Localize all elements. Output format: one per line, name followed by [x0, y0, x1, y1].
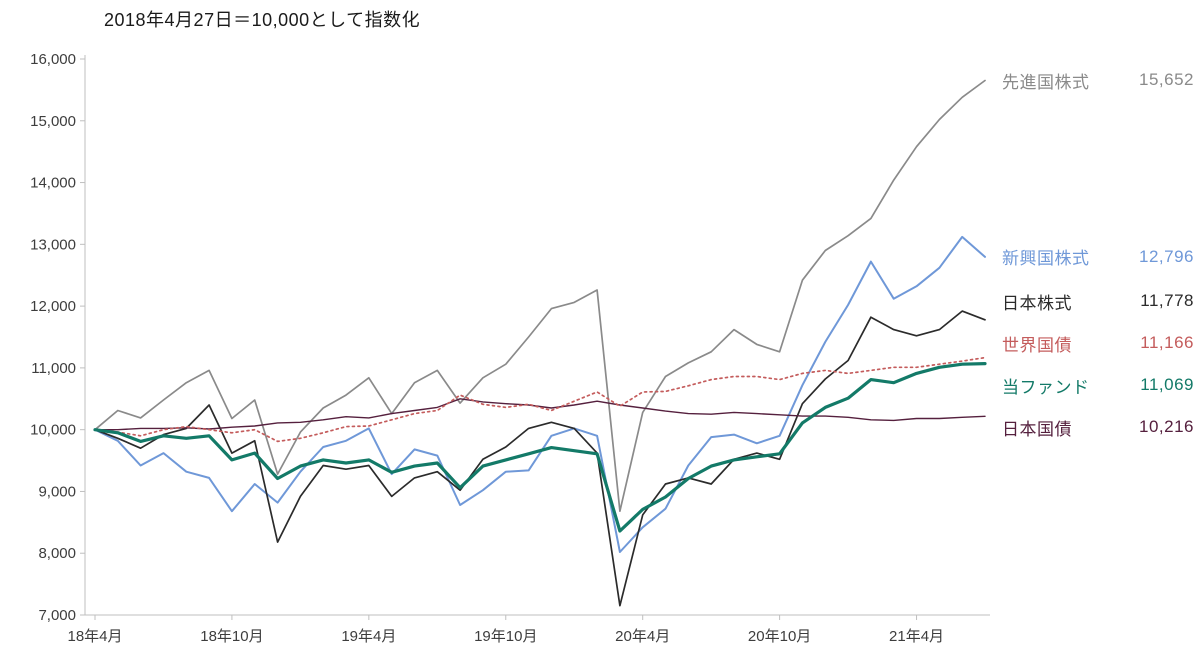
series-line-japan-equities: [94, 310, 986, 607]
x-tick-label: 18年4月: [67, 628, 122, 645]
y-tick-label: 9,000: [38, 483, 76, 500]
y-tick-label: 10,000: [30, 422, 76, 439]
x-tick-label: 20年10月: [748, 628, 811, 645]
y-tick-label: 15,000: [30, 113, 76, 130]
y-axis-ticks: 16,000 15,000 14,000 13,000 12,000 11,000 10,0…: [30, 51, 85, 624]
series-line-emerging-equities: [94, 235, 986, 553]
y-tick-label: 8,000: [38, 545, 76, 562]
y-tick-label: 14,000: [30, 175, 76, 192]
y-tick-label: 7,000: [38, 607, 76, 624]
series-line-developed-equities: [94, 79, 986, 513]
y-tick-label: 11,000: [31, 360, 76, 377]
x-tick-label: 19年10月: [474, 628, 537, 645]
y-tick-label: 16,000: [30, 51, 76, 68]
x-tick-label: 18年10月: [200, 628, 263, 645]
chart-title: 2018年4月27日＝10,000として指数化: [104, 10, 421, 30]
series-line-japan-bonds: [94, 398, 986, 431]
x-tick-label: 19年4月: [341, 628, 396, 645]
x-tick-label: 21年4月: [889, 628, 944, 645]
series-line-this-fund: [93, 362, 987, 533]
axes: [84, 55, 990, 616]
y-tick-label: 12,000: [30, 298, 76, 315]
x-axis-ticks: 18年4月 18年10月 19年4月 19年10月 20年4月 20年10月 21年4月: [67, 615, 944, 645]
y-tick-label: 13,000: [30, 236, 76, 253]
series-line-global-bonds: [94, 356, 986, 443]
series-lines: [93, 79, 987, 607]
x-tick-label: 20年4月: [615, 628, 670, 645]
